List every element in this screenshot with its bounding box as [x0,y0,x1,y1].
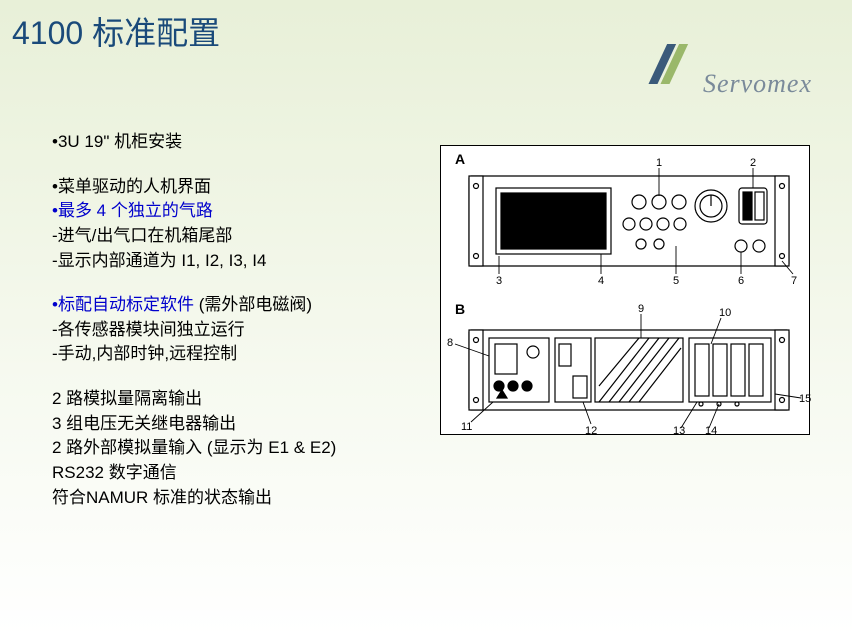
svg-text:1: 1 [656,157,662,169]
svg-text:7: 7 [791,275,797,287]
svg-text:2: 2 [750,157,756,169]
svg-text:9: 9 [638,303,644,315]
bullet-analog-in: 2 路外部模拟量输入 (显示为 E1 & E2) [52,436,412,461]
svg-text:6: 6 [738,275,744,287]
bullet-analog-out: 2 路模拟量隔离输出 [52,387,412,412]
svg-text:13: 13 [673,425,685,436]
bullet-autocal: •标配自动标定软件 (需外部电磁阀) [52,293,412,318]
brand-name: Servomex [703,69,812,99]
device-diagram: A [440,145,810,435]
bullet-independent-modules: -各传感器模块间独立运行 [52,318,412,343]
bullet-gas-paths: •最多 4 个独立的气路 [52,199,412,224]
bullet-rack-mount: •3U 19" 机柜安装 [52,130,412,155]
svg-text:10: 10 [719,307,731,319]
logo-stripes-icon [645,40,693,93]
bullet-rs232: RS232 数字通信 [52,461,412,486]
spec-list: •3U 19" 机柜安装 •菜单驱动的人机界面 •最多 4 个独立的气路 -进气… [52,130,412,510]
bullet-menu-ui: •菜单驱动的人机界面 [52,175,412,200]
bullet-relay-out: 3 组电压无关继电器输出 [52,412,412,437]
bullet-autocal-label: •标配自动标定软件 [52,295,199,314]
svg-text:4: 4 [598,275,604,287]
bullet-namur: 符合NAMUR 标准的状态输出 [52,486,412,511]
page-title: 4100 标准配置 [12,8,220,54]
svg-text:3: 3 [496,275,502,287]
rear-panel-icon [469,330,789,410]
svg-text:14: 14 [705,425,717,436]
brand-logo: Servomex [645,40,812,93]
diagram-label-b: B [455,301,465,317]
bullet-control-modes: -手动,内部时钟,远程控制 [52,342,412,367]
bullet-autocal-note: (需外部电磁阀) [199,295,312,314]
svg-text:8: 8 [447,337,453,349]
diagram-label-a: A [455,151,465,167]
svg-text:11: 11 [461,421,472,433]
bullet-channels: -显示内部通道为 I1, I2, I3, I4 [52,249,412,274]
svg-text:5: 5 [673,275,679,287]
bullet-inlet-outlet: -进气/出气口在机箱尾部 [52,224,412,249]
svg-text:15: 15 [799,393,811,405]
svg-text:12: 12 [585,425,597,436]
